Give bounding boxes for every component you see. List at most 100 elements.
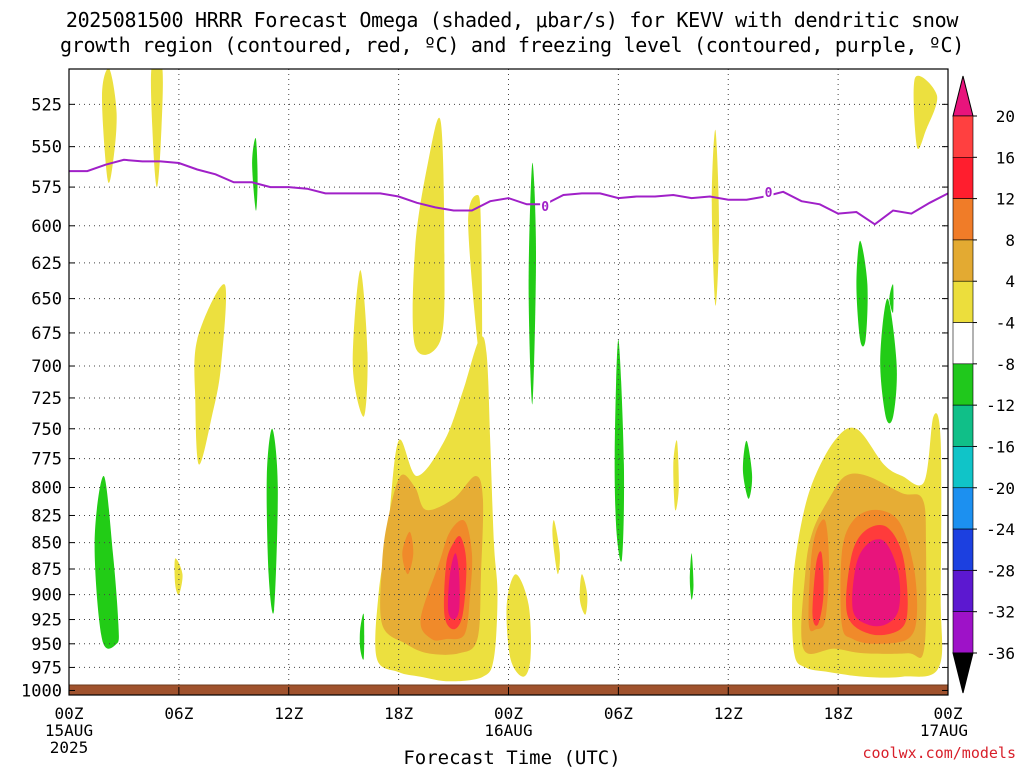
- omega-region-pos4: [913, 75, 938, 150]
- colorbar-segment: [952, 115, 974, 158]
- omega-region-neg4: [359, 613, 365, 660]
- omega-region-neg4: [880, 298, 897, 424]
- y-tick-label: 850: [31, 534, 62, 554]
- y-axis: 525 550 575 600 625 650 675 700 725 750 775 800 825 8…: [21, 95, 948, 701]
- y-tick-label: 875: [31, 560, 62, 580]
- colorbar-label: 16: [996, 148, 1015, 167]
- y-tick-label: 825: [31, 506, 62, 526]
- colorbar-segment: [952, 570, 974, 612]
- y-tick-label: 700: [31, 357, 62, 377]
- omega-region-pos4: [174, 558, 183, 595]
- colorbar-label: -36: [986, 644, 1015, 663]
- y-tick-label: 900: [31, 586, 62, 606]
- chart-title-line1: 2025081500 HRRR Forecast Omega (shaded, …: [65, 8, 959, 32]
- colorbar: 20 16 12 8 4 -4 -8 -12 -16 -20 -24 -28 -32 -36: [952, 75, 1015, 694]
- freezing-level-label: 0: [765, 186, 773, 201]
- omega-region-pos4: [468, 195, 483, 366]
- omega-region-pos4: [711, 129, 720, 306]
- omega-region-neg4: [94, 475, 119, 649]
- y-tick-label: 800: [31, 478, 62, 498]
- x-year-label: 2025: [50, 738, 89, 757]
- y-tick-label: 725: [31, 389, 62, 409]
- omega-region-neg4: [252, 138, 258, 211]
- omega-region-neg4: [742, 440, 753, 499]
- omega-region-pos4: [579, 574, 588, 615]
- x-tick-label: 00Z: [55, 704, 84, 723]
- colorbar-segment: [952, 157, 974, 199]
- freezing-label-bg: [763, 184, 774, 199]
- colorbar-bottom-arrow: [952, 652, 974, 694]
- y-tick-label: 525: [31, 95, 62, 115]
- freezing-level-label: 0: [541, 200, 549, 215]
- x-date-label: 15AUG: [45, 721, 93, 740]
- omega-region-neg4: [528, 162, 536, 405]
- x-tick-label: 12Z: [714, 704, 743, 723]
- y-tick-label: 675: [31, 324, 62, 344]
- omega-region-pos20: [852, 539, 901, 627]
- colorbar-top-arrow: [952, 75, 974, 117]
- colorbar-label: -28: [986, 561, 1015, 580]
- omega-region-pos20: [447, 553, 460, 620]
- x-tick-label: 06Z: [604, 704, 633, 723]
- omega-region-pos4: [552, 520, 560, 575]
- x-axis: 00Z 06Z 12Z 18Z 00Z 06Z 12Z 18Z 00Z15AUG202516AU…: [45, 687, 968, 757]
- y-tick-label: 950: [31, 635, 62, 655]
- colorbar-segment: [952, 198, 974, 241]
- omega-region-neg4: [856, 240, 868, 347]
- x-date-label: 16AUG: [484, 721, 532, 740]
- y-tick-label: 650: [31, 290, 62, 310]
- x-tick-label: 18Z: [824, 704, 853, 723]
- x-tick-label: 06Z: [164, 704, 193, 723]
- y-tick-label: 975: [31, 658, 62, 678]
- y-tick-label: 550: [31, 138, 62, 158]
- colorbar-segment: [952, 528, 974, 571]
- y-tick-label: 1000: [21, 681, 62, 701]
- omega-region-neg4: [889, 284, 894, 313]
- omega-region-pos4: [150, 69, 163, 188]
- freezing-level-line: [69, 158, 948, 226]
- colorbar-segment: [952, 487, 974, 530]
- y-tick-label: 575: [31, 178, 62, 198]
- omega-region-neg4: [614, 339, 625, 562]
- chart-title: 2025081500 HRRR Forecast Omega (shaded, …: [0, 8, 1024, 58]
- y-tick-label: 600: [31, 217, 62, 237]
- omega-region-pos4: [352, 270, 368, 417]
- colorbar-label: 12: [996, 190, 1015, 209]
- omega-region-pos4: [673, 440, 679, 511]
- x-tick-label: 12Z: [274, 704, 303, 723]
- colorbar-segment: [952, 322, 974, 365]
- colorbar-label: -12: [986, 396, 1015, 415]
- freezing-label-bg: [540, 198, 551, 213]
- x-tick-label: 00Z: [494, 704, 523, 723]
- colorbar-segment: [952, 239, 974, 282]
- y-tick-label: 625: [31, 254, 62, 274]
- omega-region-pos16: [812, 551, 824, 626]
- omega-region-pos4: [101, 69, 117, 183]
- y-tick-label: 775: [31, 450, 62, 470]
- x-date-label: 17AUG: [920, 721, 968, 740]
- colorbar-segment: [952, 611, 974, 654]
- y-tick-label: 925: [31, 611, 62, 631]
- omega-region-pos12: [402, 531, 414, 575]
- colorbar-label: -32: [986, 603, 1015, 622]
- credit-link[interactable]: coolwx.com/models: [862, 744, 1016, 762]
- freezing-level-contour: 00: [69, 158, 948, 226]
- colorbar-segment: [952, 404, 974, 447]
- omega-region-neg4: [266, 428, 278, 614]
- colorbar-label: -4: [996, 314, 1015, 333]
- x-tick-label: 18Z: [384, 704, 413, 723]
- colorbar-label: -20: [986, 479, 1015, 498]
- colorbar-label: 8: [1005, 231, 1015, 250]
- chart-title-line2: growth region (contoured, red, ºC) and f…: [59, 33, 965, 57]
- x-tick-label: 00Z: [934, 704, 963, 723]
- colorbar-label: 4: [1005, 272, 1015, 291]
- colorbar-label: -16: [986, 437, 1015, 456]
- y-tick-label: 750: [31, 420, 62, 440]
- colorbar-segment: [952, 280, 974, 323]
- x-axis-label: Forecast Time (UTC): [403, 747, 621, 769]
- omega-region-pos4: [412, 117, 445, 355]
- omega-shading: [94, 69, 943, 682]
- colorbar-label: -8: [996, 355, 1015, 374]
- omega-region-pos4: [506, 574, 531, 677]
